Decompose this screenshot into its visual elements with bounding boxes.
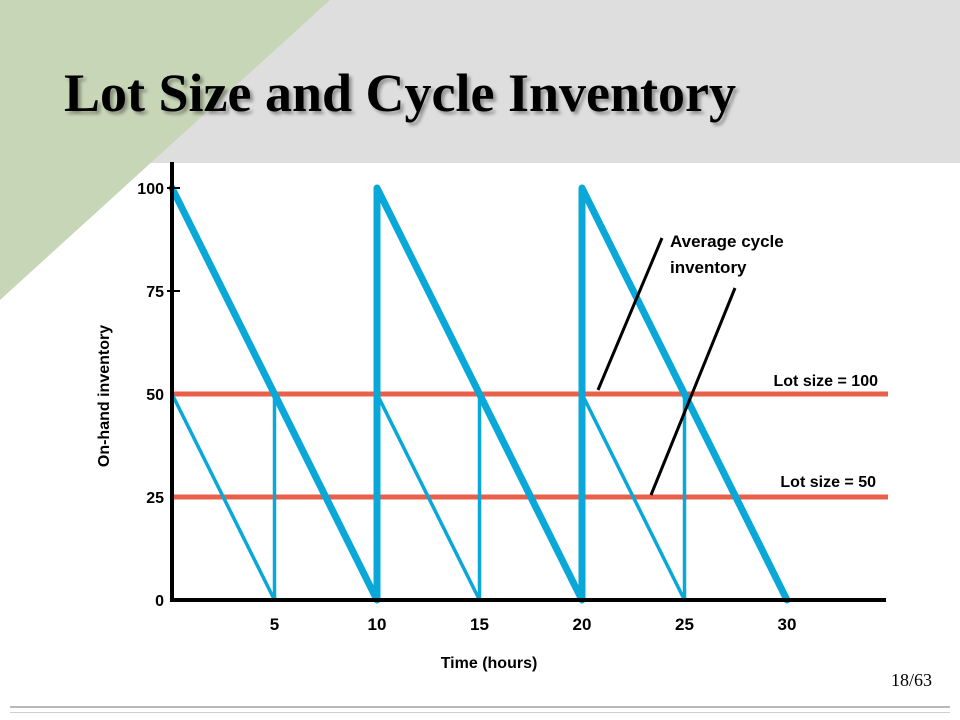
y-tick-label-0: 0	[155, 593, 164, 610]
x-tick-label-20: 20	[573, 615, 592, 634]
annotation-leader-lower	[649, 287, 737, 496]
footer-rule	[10, 706, 950, 708]
x-axis-label: Time (hours)	[441, 655, 538, 672]
annotation-leaders	[596, 237, 737, 496]
ref-label-lot-50: Lot size = 50	[780, 474, 876, 491]
series-layer	[168, 184, 791, 604]
axes	[170, 162, 886, 602]
annotation-leader-upper	[596, 237, 664, 391]
annotation-label-line1: Average cycle	[670, 232, 784, 251]
x-tick-label-15: 15	[470, 615, 489, 634]
x-tick-label-5: 5	[270, 615, 279, 634]
slide-title: Lot Size and Cycle Inventory	[64, 63, 736, 123]
corner-triangle	[0, 0, 330, 300]
ticks: 5 10 15 20 25 30 0 25 50 75 100	[137, 181, 796, 634]
annotation-label-line2: inventory	[670, 258, 747, 277]
series-line-lot-100	[168, 184, 791, 604]
y-tick-label-75: 75	[146, 284, 164, 301]
x-tick-label-25: 25	[675, 615, 694, 634]
ref-label-lot-100: Lot size = 100	[774, 373, 879, 390]
page-number: 18/63	[890, 670, 932, 690]
x-tick-label-10: 10	[368, 615, 387, 634]
y-tick-label-25: 25	[146, 490, 164, 507]
y-tick-label-100: 100	[137, 181, 164, 198]
y-axis-label: On-hand inventory	[96, 325, 113, 467]
y-tick-label-50: 50	[146, 387, 164, 404]
series-line-lot-50	[170, 392, 789, 602]
x-tick-label-30: 30	[778, 615, 797, 634]
footer-rule-thin	[10, 712, 950, 713]
